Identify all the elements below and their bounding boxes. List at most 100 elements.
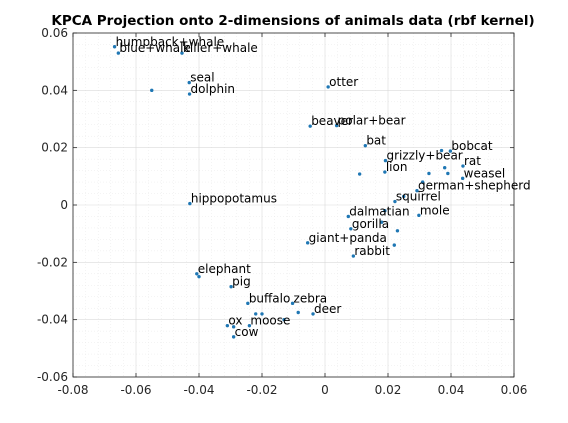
x-tick-label: 0.06 [501,383,528,397]
point-label: beaver [311,114,353,128]
data-point [443,166,447,170]
data-point [290,301,295,306]
data-point [383,209,387,213]
point-label: lion [386,160,408,174]
data-point [187,80,191,85]
point-label: deer [314,302,341,316]
point-label: hippopotamus [191,192,277,206]
point-label: german+shepherd [418,179,531,193]
data-point [311,312,315,316]
data-point [260,312,264,316]
point-label: dalmatian [349,204,409,218]
data-point [195,272,199,276]
plot-frame [72,32,515,378]
data-point [326,85,330,89]
data-point [402,194,406,199]
data-point [420,180,425,184]
data-point [305,241,310,245]
y-tick-label: -0.06 [37,370,68,384]
data-point [357,172,362,176]
point-label: mole [420,203,450,217]
point-label: dolphin [191,82,235,96]
data-point [460,176,465,181]
y-tick-label: 0.04 [41,83,68,97]
data-point [383,158,388,163]
data-point [308,124,312,128]
y-tick-label: -0.04 [37,313,68,327]
point-label: rabbit [354,244,390,258]
chart-title: KPCA Projection onto 2-dimensions of ani… [51,13,534,29]
point-label: ox [228,314,242,328]
data-point [395,229,400,233]
data-point [180,51,184,55]
data-points [112,45,465,339]
grid [72,32,515,378]
point-label: elephant [198,262,251,276]
data-point [188,201,192,206]
data-point [346,214,351,219]
point-label: weasel [464,166,506,180]
data-point [363,143,368,148]
data-point [446,171,450,176]
y-tick-label: 0.02 [41,141,68,155]
data-point [448,149,453,153]
data-point [197,274,201,279]
point-label: bat [366,134,386,148]
y-tick-label: -0.02 [37,255,68,269]
x-tick-label: -0.04 [183,383,214,397]
data-point [392,243,396,247]
point-label: otter [329,75,358,89]
point-label: bobcat [451,139,493,153]
data-point [254,312,258,316]
x-tick-label: 0.02 [375,383,402,397]
data-point [247,323,252,328]
axes: -0.08 -0.06 -0.04 -0.02 0 0.02 0.04 0.06-0.06-0… [37,26,527,397]
x-tick-label: -0.06 [120,383,151,397]
data-point [380,220,384,224]
point-label: moose [250,314,290,328]
point-label: polar+bear [338,114,406,128]
x-tick-label: 0 [321,383,329,397]
y-tick-label: 0 [60,198,68,212]
data-point [282,317,286,322]
point-label: killer+whale [183,41,258,55]
data-point [334,123,339,128]
point-label: pig [232,275,251,289]
data-point [349,227,353,231]
point-label: humpback+whale [116,35,225,49]
point-label: buffalo [249,291,291,305]
data-point [246,301,250,306]
point-label: seal [190,71,214,85]
x-tick-label: -0.08 [57,383,88,397]
data-point [415,188,419,193]
data-point [229,285,233,289]
point-label: giant+panda [309,231,387,245]
data-point [439,148,444,153]
point-label: blue+whale [119,41,190,55]
data-point [116,51,121,55]
data-point [393,199,397,204]
x-tick-label: 0.04 [438,383,465,397]
data-point [231,325,236,329]
point-label: gorilla [352,217,389,231]
data-point [427,171,431,176]
point-label: squirrel [396,190,441,204]
data-point [383,170,387,174]
data-point [112,45,117,49]
data-point [351,254,356,258]
data-point [417,213,421,218]
point-label: cow [235,325,259,339]
data-point [461,164,465,168]
x-tick-label: -0.02 [246,383,277,397]
data-point [296,310,300,315]
point-label: grizzly+bear [386,149,462,163]
data-point [225,323,230,328]
data-point [187,92,192,96]
point-label: zebra [294,291,328,305]
y-tick-label: 0.06 [41,26,68,40]
point-label: rat [464,154,481,168]
data-point [231,335,236,339]
